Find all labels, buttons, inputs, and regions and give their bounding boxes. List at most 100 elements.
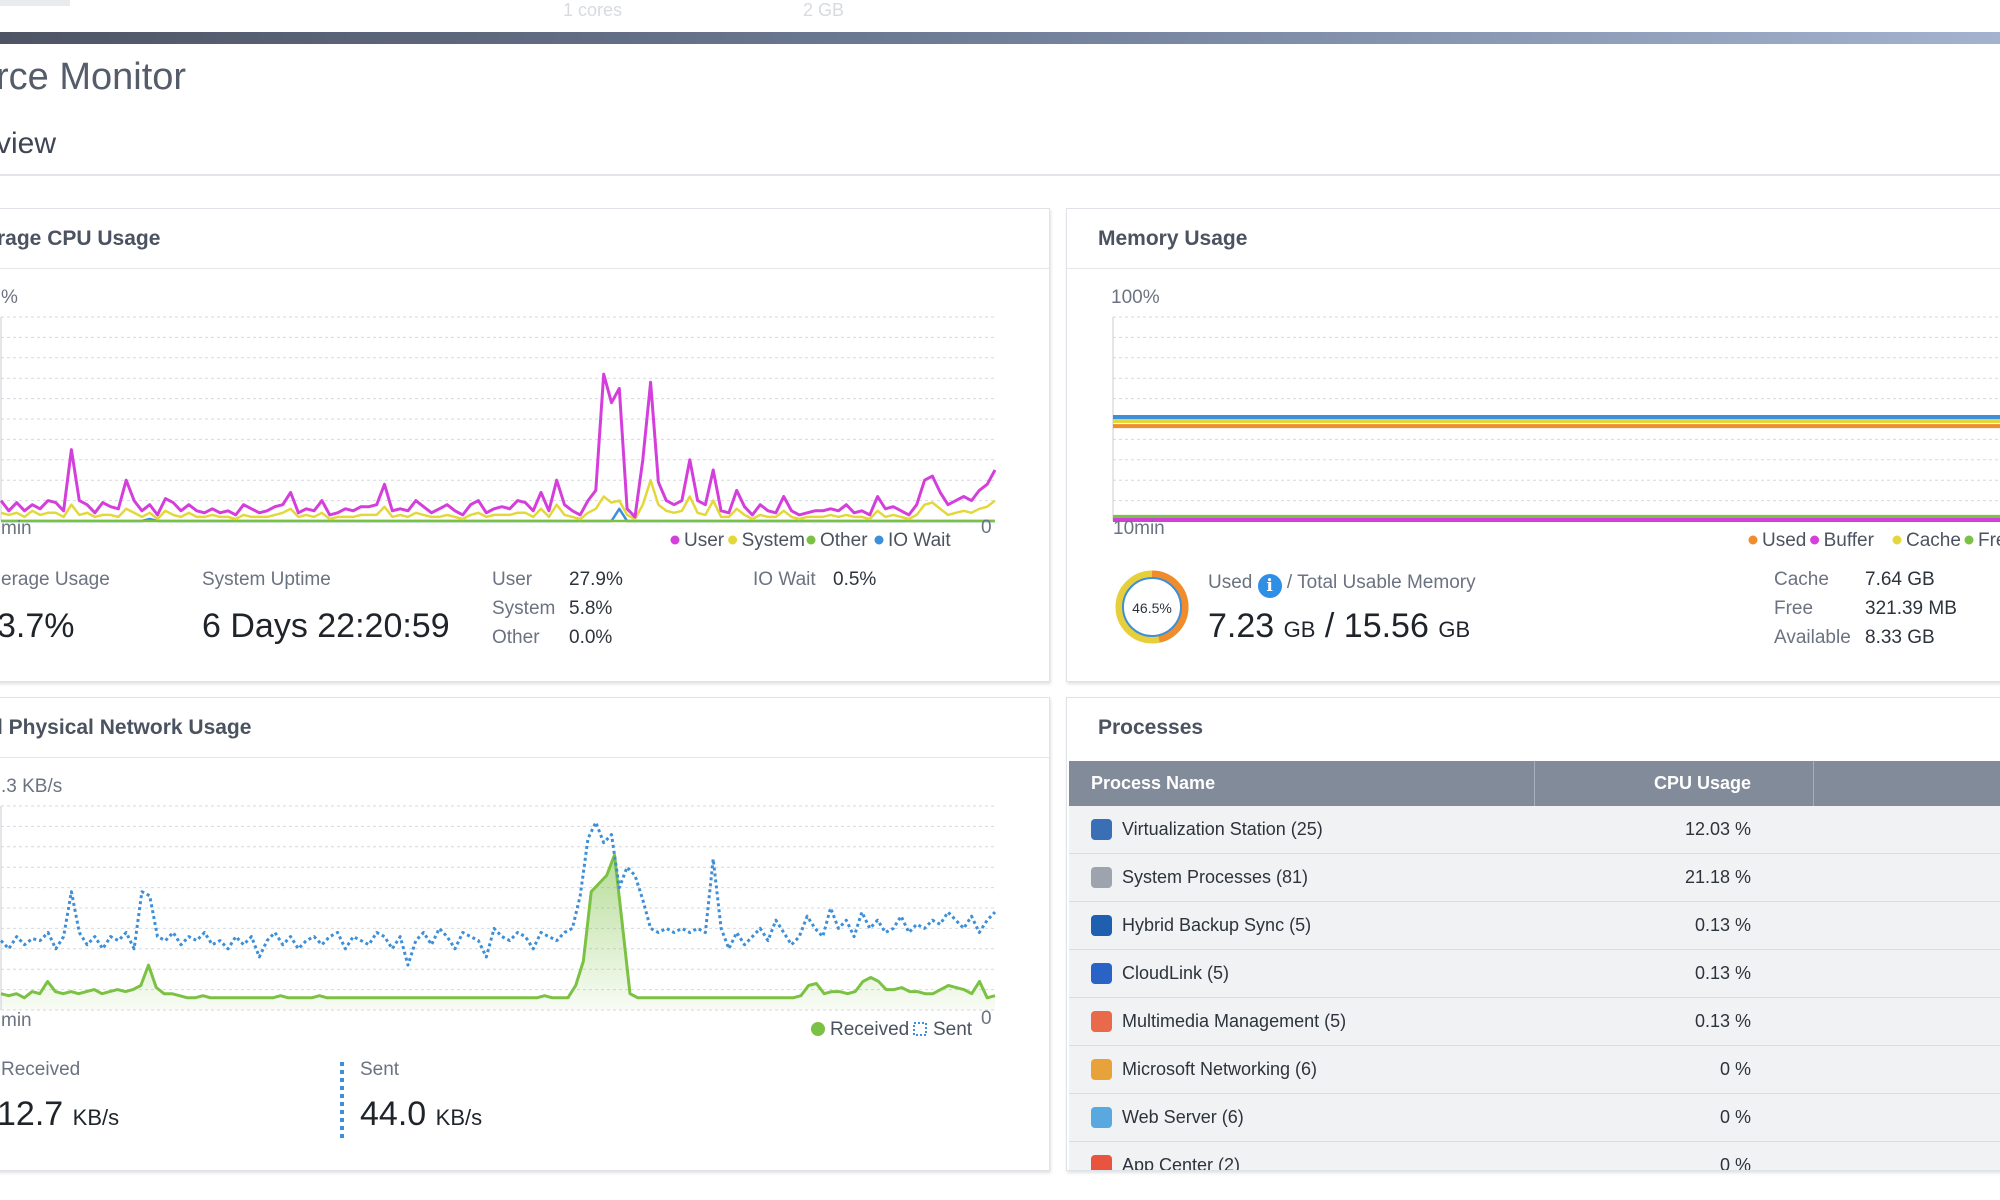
backup-sync-icon bbox=[1091, 915, 1112, 936]
legend-label-buffer: Buffer bbox=[1824, 530, 1875, 551]
memory-total-label: / Total Usable Memory bbox=[1286, 572, 1476, 593]
memory-used-unit: GB bbox=[1283, 617, 1316, 642]
processes-table: Process Name CPU Usage Virtualization St… bbox=[1069, 761, 2000, 1171]
received-label: Received bbox=[1, 1059, 81, 1080]
cpu-chart-lines bbox=[0, 372, 997, 523]
cache-label: Cache bbox=[1774, 569, 1829, 590]
legend-swatch-used bbox=[1748, 535, 1758, 545]
cores-hint: 1 cores bbox=[563, 0, 623, 20]
legend-swatch-fre bbox=[1964, 535, 1974, 545]
table-row[interactable]: App Center (2) 0 % bbox=[1069, 1142, 2000, 1171]
sent-label: Sent bbox=[360, 1059, 400, 1080]
cpu-user-label: User bbox=[492, 569, 533, 590]
donut-used-arc bbox=[1115, 570, 1189, 644]
table-row[interactable]: Web Server (6) 0 % bbox=[1069, 1094, 2000, 1142]
memory-used-label: Used bbox=[1208, 572, 1253, 593]
sent-value: 44.0 bbox=[360, 1095, 427, 1133]
processes-card-title: Processes bbox=[1098, 716, 1204, 739]
process-cpu-usage: 0 % bbox=[1719, 1107, 1751, 1127]
virtualization-icon bbox=[1091, 819, 1112, 840]
memory-total-value: 15.56 bbox=[1343, 607, 1429, 645]
cpu-system-value: 5.8% bbox=[569, 598, 613, 619]
legend-received-label: Received bbox=[830, 1019, 909, 1040]
header-gradient-bar bbox=[0, 32, 2000, 44]
process-name: Virtualization Station (25) bbox=[1122, 819, 1323, 839]
network-chart-lines bbox=[0, 820, 997, 1010]
received-value: 12.7 bbox=[0, 1095, 64, 1133]
process-name: CloudLink (5) bbox=[1122, 963, 1230, 983]
processes-table-header: Process Name CPU Usage bbox=[1069, 761, 2000, 806]
memory-hint: 2 GB bbox=[803, 0, 845, 20]
legend-label-system: System bbox=[742, 530, 805, 551]
column-process-name[interactable]: Process Name bbox=[1091, 773, 1216, 793]
cpu-card-title: rage CPU Usage bbox=[0, 209, 1049, 269]
process-cpu-usage: 12.03 % bbox=[1684, 819, 1751, 839]
sent-unit: KB/s bbox=[435, 1105, 483, 1130]
process-name: System Processes (81) bbox=[1122, 867, 1309, 887]
process-cpu-usage: 0.13 % bbox=[1694, 915, 1751, 935]
legend-label-used: Used bbox=[1762, 530, 1806, 551]
table-row[interactable]: CloudLink (5) 0.13 % bbox=[1069, 950, 2000, 998]
network-card-title: l Physical Network Usage bbox=[0, 698, 1049, 758]
legend-swatch-buffer bbox=[1810, 535, 1820, 545]
memory-total-unit: GB bbox=[1438, 617, 1471, 642]
processes-card: Processes Process Name CPU Usage Virtual… bbox=[1066, 697, 2000, 1171]
web-server-icon bbox=[1091, 1107, 1112, 1128]
free-label: Free bbox=[1774, 598, 1814, 619]
cpu-series-user-line bbox=[0, 372, 997, 519]
cpu-iowait-label: IO Wait bbox=[753, 569, 816, 590]
memory-chart-lines bbox=[1113, 415, 2000, 522]
cloudlink-icon bbox=[1091, 963, 1112, 984]
section-divider bbox=[0, 174, 2000, 176]
cpu-user-value: 27.9% bbox=[569, 569, 623, 590]
average-usage-value: 3.7% bbox=[0, 607, 75, 645]
received-reading: 12.7 KB/s bbox=[0, 1095, 119, 1134]
process-cpu-usage: 0 % bbox=[1719, 1155, 1751, 1171]
legend-label-cache: Cache bbox=[1906, 530, 1961, 551]
info-icon[interactable]: i bbox=[1257, 574, 1282, 598]
process-cpu-usage: 0.13 % bbox=[1694, 1011, 1751, 1031]
uptime-label: System Uptime bbox=[202, 569, 331, 590]
memory-slash: / bbox=[1324, 607, 1335, 645]
network-chart: .3 KB/s min 0 Received Sent bbox=[0, 776, 997, 1138]
memory-legend: Used Buffer Cache Fre bbox=[1748, 530, 2000, 551]
donut-percent: 46.5% bbox=[1132, 600, 1172, 616]
multimedia-icon bbox=[1091, 1011, 1112, 1032]
cpu-y-max-label: % bbox=[1, 287, 18, 308]
process-name: Web Server (6) bbox=[1122, 1107, 1244, 1127]
table-row[interactable]: Multimedia Management (5) 0.13 % bbox=[1069, 998, 2000, 1046]
table-row[interactable]: Microsoft Networking (6) 0 % bbox=[1069, 1046, 2000, 1094]
cpu-series-system-line bbox=[0, 478, 996, 521]
memory-donut: 46.5% bbox=[1115, 570, 1189, 644]
legend-label-user: User bbox=[684, 530, 725, 551]
app-center-icon bbox=[1091, 1155, 1112, 1170]
memory-used-caption: Used i / Total Usable Memory bbox=[1208, 572, 1476, 598]
legend-swatch-other bbox=[806, 535, 816, 545]
system-processes-icon bbox=[1091, 867, 1112, 888]
column-cpu-usage[interactable]: CPU Usage bbox=[1653, 773, 1751, 793]
network-y-max-label: .3 KB/s bbox=[1, 776, 62, 797]
cache-value: 7.64 GB bbox=[1865, 569, 1935, 590]
memory-used-value: 7.23 bbox=[1208, 607, 1275, 645]
legend-sent-label: Sent bbox=[933, 1019, 973, 1040]
table-row[interactable]: System Processes (81) 21.18 % bbox=[1069, 854, 2000, 902]
sent-line bbox=[0, 820, 997, 967]
cpu-iowait-value: 0.5% bbox=[833, 569, 877, 590]
cpu-other-label: Other bbox=[492, 627, 540, 648]
top-tab[interactable] bbox=[0, 0, 70, 6]
table-row[interactable]: Hybrid Backup Sync (5) 0.13 % bbox=[1069, 902, 2000, 950]
cpu-system-label: System bbox=[492, 598, 556, 619]
uptime-value: 6 Days 22:20:59 bbox=[202, 607, 450, 645]
app-title: rce Monitor bbox=[0, 56, 187, 98]
network-x-end-label: 0 bbox=[981, 1008, 992, 1029]
memory-card-title: Memory Usage bbox=[1067, 209, 2000, 269]
process-cpu-usage: 21.18 % bbox=[1684, 867, 1751, 887]
cpu-x-label: min bbox=[1, 518, 32, 539]
column-separator bbox=[1534, 761, 1535, 806]
legend-label-fre: Fre bbox=[1978, 530, 2000, 551]
legend-sent-swatch bbox=[913, 1022, 927, 1036]
table-row[interactable]: Virtualization Station (25) 12.03 % bbox=[1069, 806, 2000, 854]
network-legend: Received Sent bbox=[811, 1019, 973, 1040]
cpu-chart-grid bbox=[0, 316, 995, 522]
available-label: Available bbox=[1774, 627, 1851, 648]
